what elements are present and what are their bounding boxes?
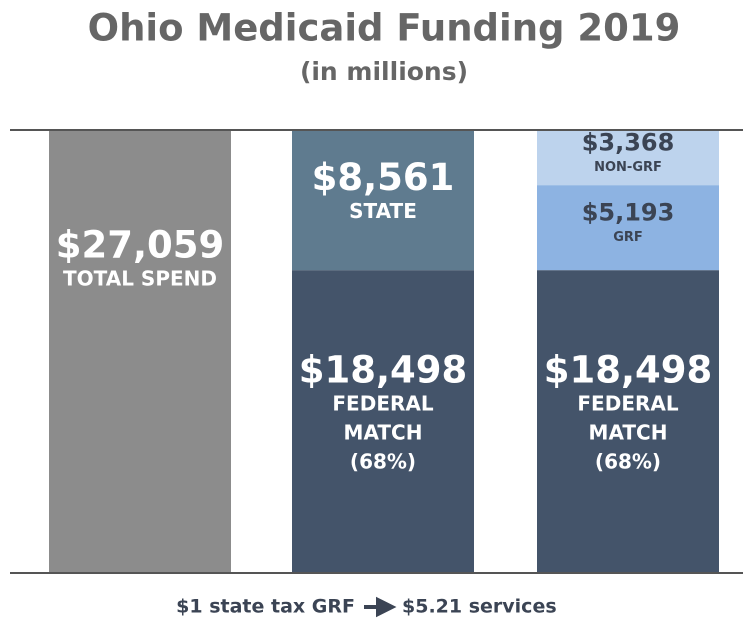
bar-segment	[537, 130, 719, 186]
bar-segment	[292, 130, 474, 271]
footer-right: $5.21 services	[402, 596, 557, 618]
chart-title: Ohio Medicaid Funding 2019	[88, 7, 681, 50]
value-label: $18,498	[544, 349, 713, 392]
footer-arrow	[364, 596, 397, 618]
bar-segment	[292, 270, 474, 573]
chart-subtitle: (in millions)	[300, 57, 468, 86]
bar-segment	[49, 130, 231, 573]
segment-label: MATCH	[589, 421, 668, 445]
segment-label: MATCH	[344, 421, 423, 445]
segment-label: NON-GRF	[594, 160, 662, 175]
value-label: $8,561	[312, 156, 455, 199]
bar-segment	[537, 185, 719, 271]
segment-label: (68%)	[350, 450, 416, 474]
footer-left: $1 state tax GRF	[176, 596, 355, 618]
segment-label: FEDERAL	[577, 392, 678, 416]
segment-label: GRF	[613, 230, 643, 245]
bar-segment	[537, 270, 719, 573]
segment-label: TOTAL SPEND	[63, 266, 217, 290]
value-label: $5,193	[582, 199, 675, 227]
value-label: $27,059	[56, 223, 225, 266]
value-label: $3,368	[582, 129, 675, 157]
segment-label: (68%)	[595, 450, 661, 474]
segment-label: FEDERAL	[332, 392, 433, 416]
value-label: $18,498	[299, 349, 468, 392]
segment-label: STATE	[349, 199, 417, 223]
